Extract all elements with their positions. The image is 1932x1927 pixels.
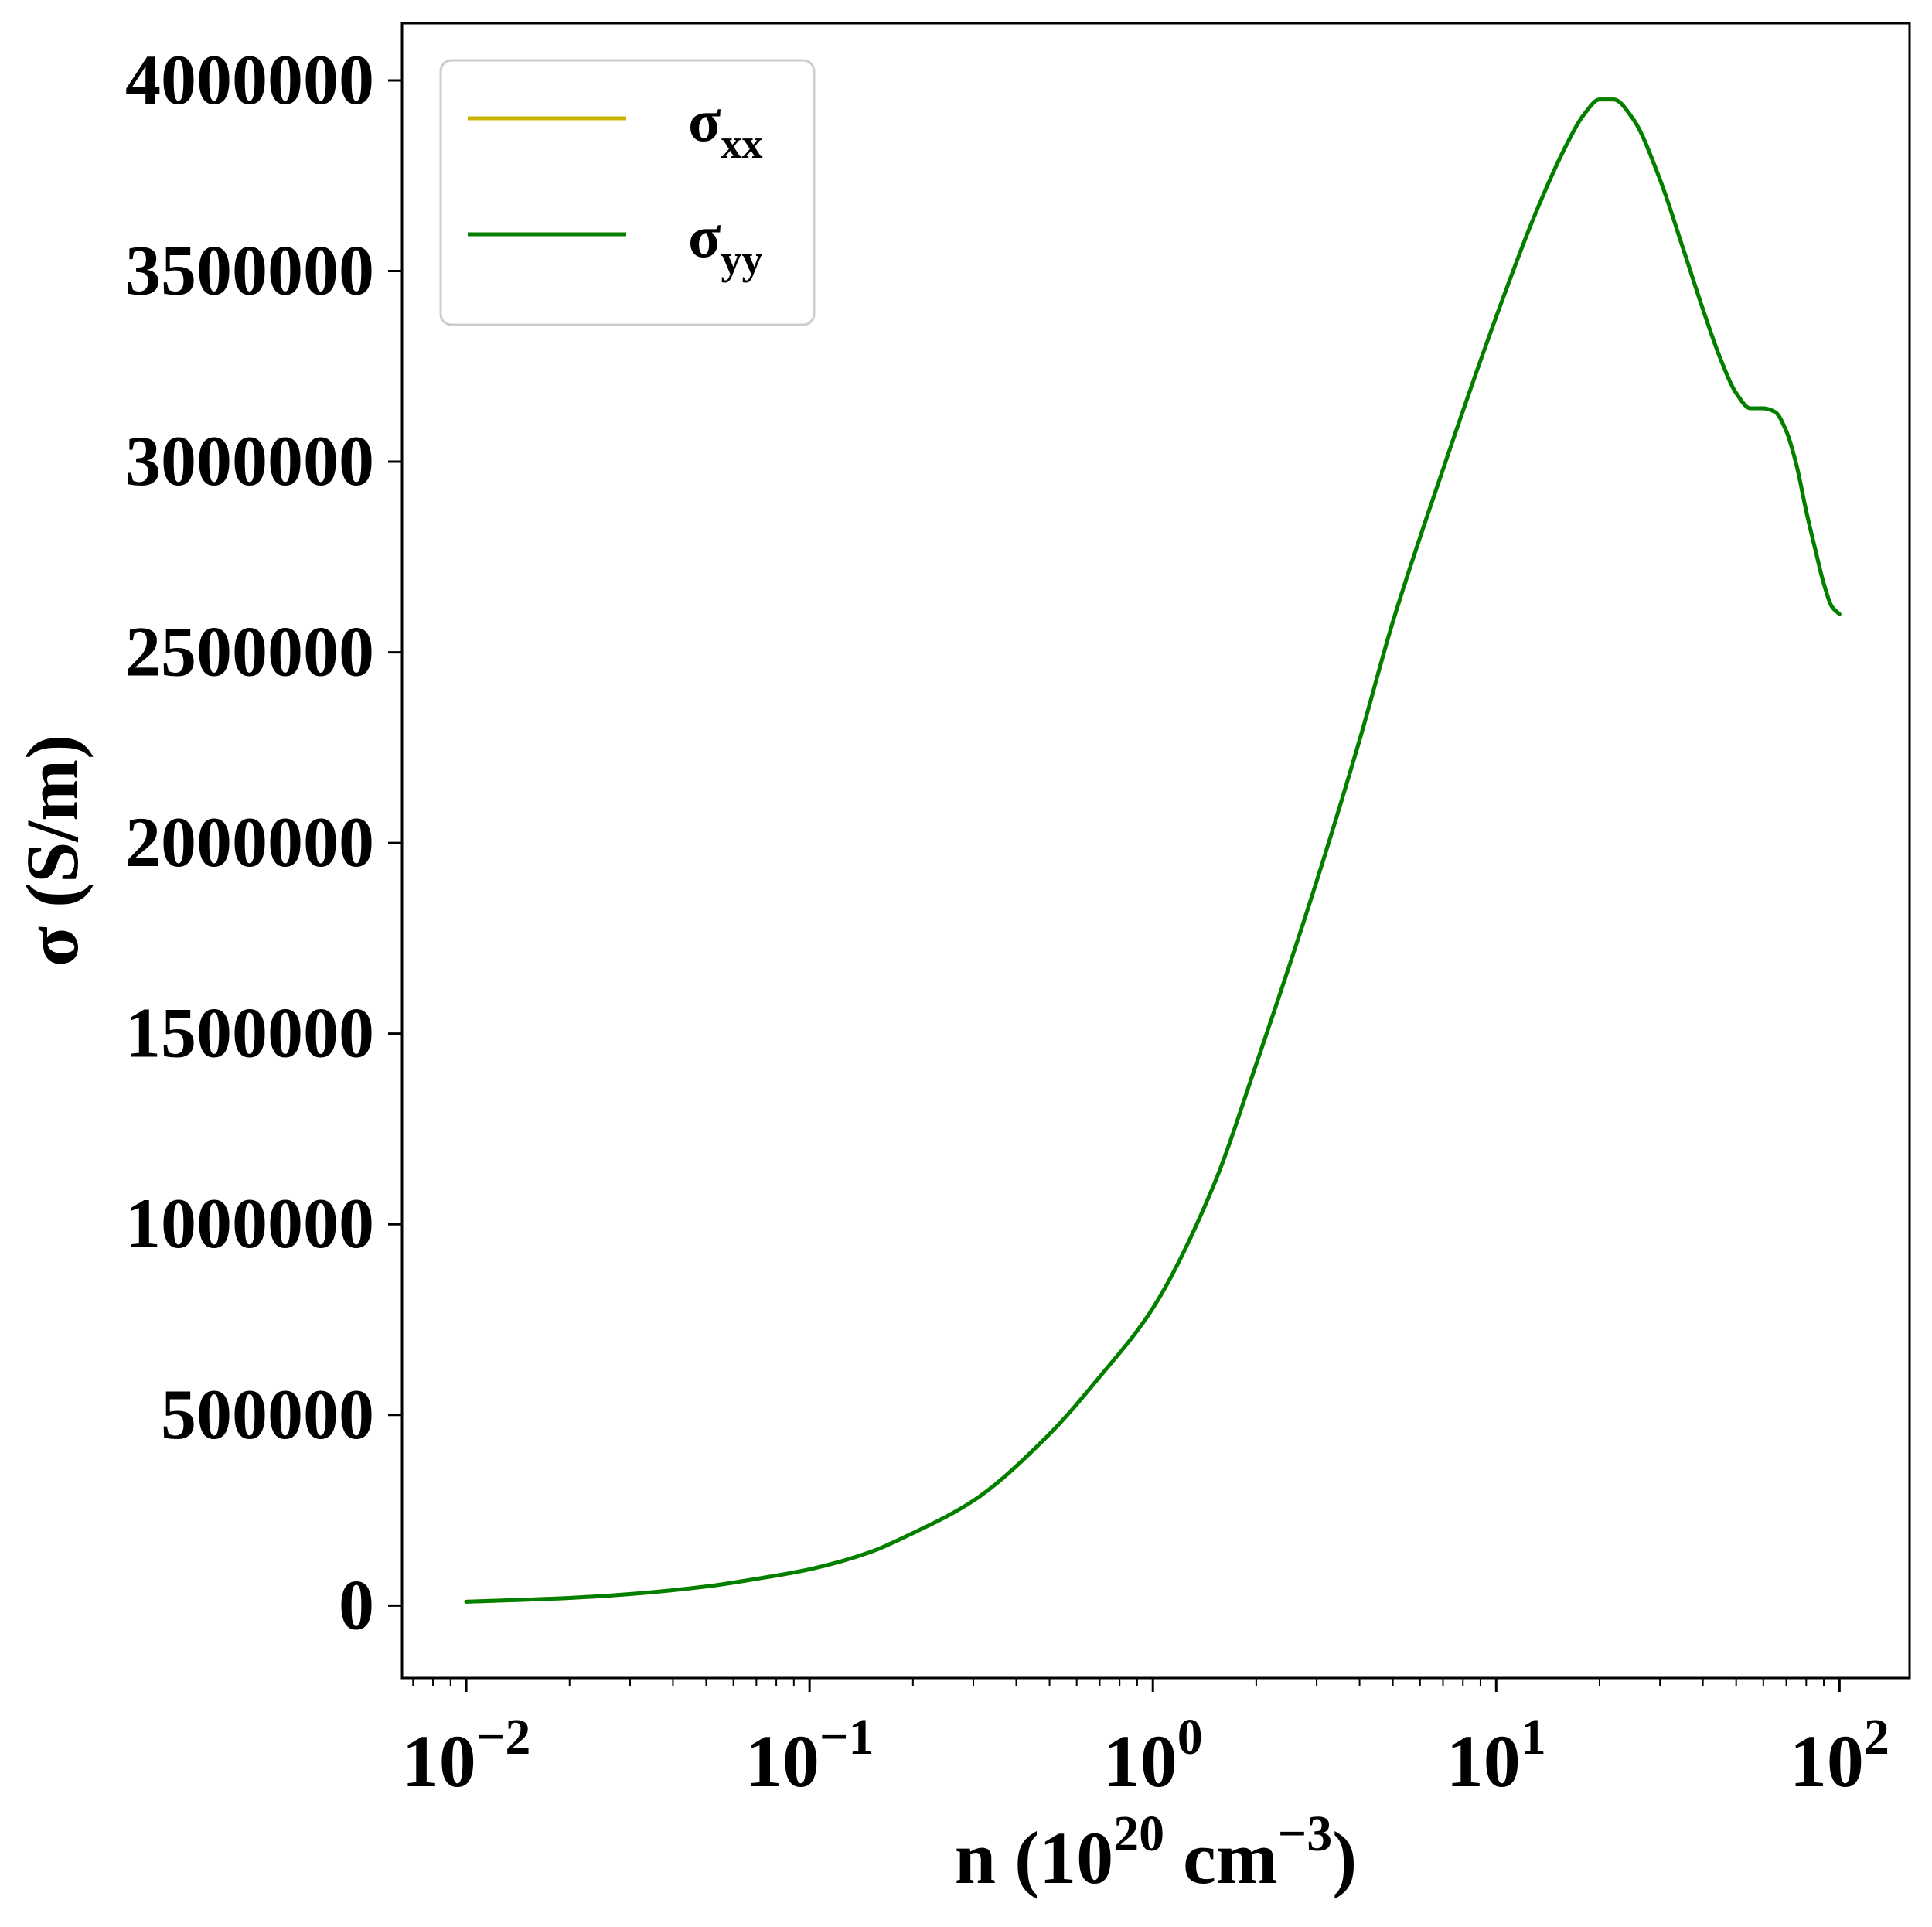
y-tick-label: 2000000	[125, 803, 374, 882]
x-tick-label-base: 10	[745, 1720, 819, 1803]
x-tick-label: 10−1	[745, 1709, 874, 1803]
x-tick-label: 102	[1790, 1709, 1889, 1803]
legend-label-sigma-yy: σyy	[688, 203, 762, 283]
x-axis-label-unit: cm	[1164, 1816, 1278, 1899]
x-tick-label-exponent: −2	[476, 1709, 531, 1765]
y-tick-label: 3000000	[125, 421, 374, 500]
x-tick-label-exponent: 0	[1177, 1709, 1203, 1765]
x-tick-label-exponent: 1	[1521, 1709, 1546, 1765]
x-minor-ticks	[412, 1678, 1825, 1686]
y-tick-label: 3500000	[125, 231, 374, 310]
x-axis-label-close: )	[1332, 1816, 1357, 1899]
y-tick-label: 0	[339, 1565, 374, 1644]
y-tick-label: 500000	[161, 1375, 374, 1454]
x-axis-label-exponent: 20	[1113, 1806, 1164, 1862]
x-tick-label-exponent: 2	[1864, 1709, 1889, 1765]
x-axis-label: n (1020 cm−3)	[955, 1806, 1358, 1899]
series-lines	[464, 97, 1842, 1604]
y-axis-ticks: 0 500000 1000000 1500000 2000000 2500000 30000…	[125, 40, 402, 1644]
y-tick-label: 1000000	[125, 1184, 374, 1263]
x-tick-label-base: 10	[402, 1720, 476, 1803]
y-tick-label: 1500000	[125, 994, 374, 1073]
x-tick-label: 100	[1103, 1709, 1203, 1803]
legend-label-sigma-xx-subscript: xx	[721, 121, 762, 167]
x-axis-label-base: n (10	[955, 1816, 1113, 1899]
x-tick-label-exponent: −1	[819, 1709, 874, 1765]
y-tick-label: 2500000	[125, 612, 374, 691]
legend-label-sigma-yy-base: σ	[688, 203, 721, 270]
x-axis-ticks: 10−2 10−1 100 101 102	[402, 1678, 1889, 1803]
x-tick-label-base: 10	[1790, 1720, 1864, 1803]
x-tick-label-base: 10	[1103, 1720, 1177, 1803]
x-tick-label: 10−2	[402, 1709, 531, 1803]
legend-label-sigma-xx-base: σ	[688, 87, 721, 154]
x-tick-label: 101	[1446, 1709, 1546, 1803]
x-tick-label-base: 10	[1446, 1720, 1521, 1803]
legend: σxx σyy	[439, 59, 816, 326]
y-axis-label: σ (S/m)	[11, 735, 94, 967]
legend-label-sigma-xx: σxx	[688, 87, 762, 167]
legend-label-sigma-yy-subscript: yy	[721, 237, 762, 283]
series-line-yy	[464, 97, 1842, 1604]
legend-box	[439, 59, 816, 326]
y-tick-label: 4000000	[125, 40, 374, 119]
x-axis-label-unit-exponent: −3	[1278, 1806, 1333, 1862]
